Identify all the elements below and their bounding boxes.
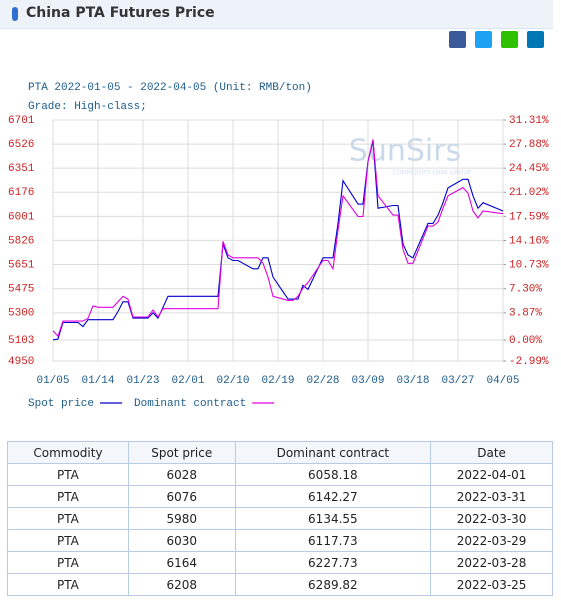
table-cell: 2022-03-25 [430, 573, 553, 596]
column-header: Dominant contract [234, 441, 432, 464]
x-tick-label: 03/09 [351, 375, 384, 387]
column-header: Commodity [7, 441, 129, 464]
table-cell: PTA [7, 573, 129, 596]
table-cell: 6028 [127, 463, 236, 486]
table-cell: PTA [7, 485, 129, 508]
table-cell: 2022-04-01 [430, 463, 553, 486]
header-icon [12, 7, 18, 21]
header: China PTA Futures Price [0, 0, 553, 29]
table-cell: PTA [7, 529, 129, 552]
table-cell: 2022-03-29 [430, 529, 553, 552]
y2-tick-label: 10.73% [509, 260, 549, 272]
table-cell: PTA [7, 551, 129, 574]
twitter-button[interactable] [475, 31, 492, 48]
y-tick-label: 5651 [8, 259, 35, 271]
y2-tick-label: 0.00% [509, 335, 542, 347]
column-header: Date [430, 441, 553, 464]
chart-title: PTA 2022-01-05 - 2022-04-05 (Unit: RMB/t… [28, 82, 312, 94]
table-cell: 2022-03-30 [430, 507, 553, 530]
y2-tick-label: 14.16% [509, 235, 549, 247]
y-tick-label: 5826 [8, 235, 34, 247]
x-tick-label: 04/05 [486, 375, 519, 387]
y-tick-label: 6001 [8, 211, 35, 223]
table-cell: 6208 [127, 573, 236, 596]
chart-subtitle: Grade: High-class; [28, 101, 147, 113]
table-cell: 6117.73 [234, 529, 432, 552]
table-cell: 2022-03-28 [430, 551, 553, 574]
x-tick-label: 03/27 [441, 375, 474, 387]
table-row: PTA 6164 6227.73 2022-03-28 [7, 551, 553, 574]
table-row: PTA 6028 6058.18 2022-04-01 [7, 463, 553, 486]
table-row: PTA 6208 6289.82 2022-03-25 [7, 573, 553, 596]
series-line [52, 139, 504, 338]
y-tick-label: 6701 [8, 115, 35, 127]
y2-tick-label: 31.31% [509, 115, 549, 127]
table-cell: 5980 [127, 507, 236, 530]
table-cell: 6289.82 [234, 573, 432, 596]
x-tick-label: 02/01 [171, 375, 204, 387]
linkedin-button[interactable] [527, 31, 544, 48]
y2-tick-label: -2.99% [509, 356, 549, 368]
series-line [52, 140, 504, 341]
x-tick-label: 03/18 [396, 375, 429, 387]
watermark: SunSirs [349, 134, 461, 169]
data-table: Commodity Spot price Dominant contract Date… [7, 441, 553, 596]
chart: PTA 2022-01-05 - 2022-04-05 (Unit: RMB/t… [8, 82, 549, 410]
y2-tick-label: 24.45% [509, 163, 549, 175]
column-header: Spot price [127, 441, 236, 464]
table-cell: 6076 [127, 485, 236, 508]
wechat-button[interactable] [501, 31, 518, 48]
x-tick-label: 02/10 [216, 375, 249, 387]
y2-tick-label: 7.30% [509, 284, 542, 296]
table-cell: 6134.55 [234, 507, 432, 530]
table-cell: 2022-03-31 [430, 485, 553, 508]
y-tick-label: 5103 [8, 335, 34, 347]
x-tick-label: 02/28 [306, 375, 339, 387]
y2-tick-label: 17.59% [509, 211, 549, 223]
y-tick-label: 6176 [8, 187, 34, 199]
table-row: PTA 6030 6117.73 2022-03-29 [7, 529, 553, 552]
table-cell: 6030 [127, 529, 236, 552]
y-tick-label: 5300 [8, 308, 34, 320]
table-cell: 6164 [127, 551, 236, 574]
watermark-sub: COMMODITY DATA GROUP [393, 170, 472, 177]
table-cell: PTA [7, 507, 129, 530]
legend-label: Dominant contract [134, 398, 246, 410]
y-tick-label: 5475 [8, 284, 34, 296]
y-tick-label: 4950 [8, 356, 34, 368]
x-tick-label: 01/14 [81, 375, 114, 387]
y-tick-label: 6526 [8, 139, 34, 151]
table-body: PTA 6028 6058.18 2022-04-01 PTA 6076 6142.27 20… [7, 463, 553, 596]
table-cell: 6058.18 [234, 463, 432, 486]
table-row: PTA 5980 6134.55 2022-03-30 [7, 507, 553, 530]
x-tick-label: 01/05 [36, 375, 69, 387]
y-tick-label: 6351 [8, 163, 35, 175]
x-tick-label: 02/19 [261, 375, 294, 387]
y2-tick-label: 3.87% [509, 308, 542, 320]
y2-tick-label: 27.88% [509, 139, 549, 151]
facebook-button[interactable] [449, 31, 466, 48]
table-cell: 6142.27 [234, 485, 432, 508]
table-cell: 6227.73 [234, 551, 432, 574]
x-tick-label: 01/23 [126, 375, 159, 387]
table-row: PTA 6076 6142.27 2022-03-31 [7, 485, 553, 508]
legend-label: Spot price [28, 398, 94, 410]
y2-tick-label: 21.02% [509, 187, 549, 199]
table-cell: PTA [7, 463, 129, 486]
header-title: China PTA Futures Price [26, 5, 215, 21]
table-header: Commodity Spot price Dominant contract Date [7, 441, 553, 464]
